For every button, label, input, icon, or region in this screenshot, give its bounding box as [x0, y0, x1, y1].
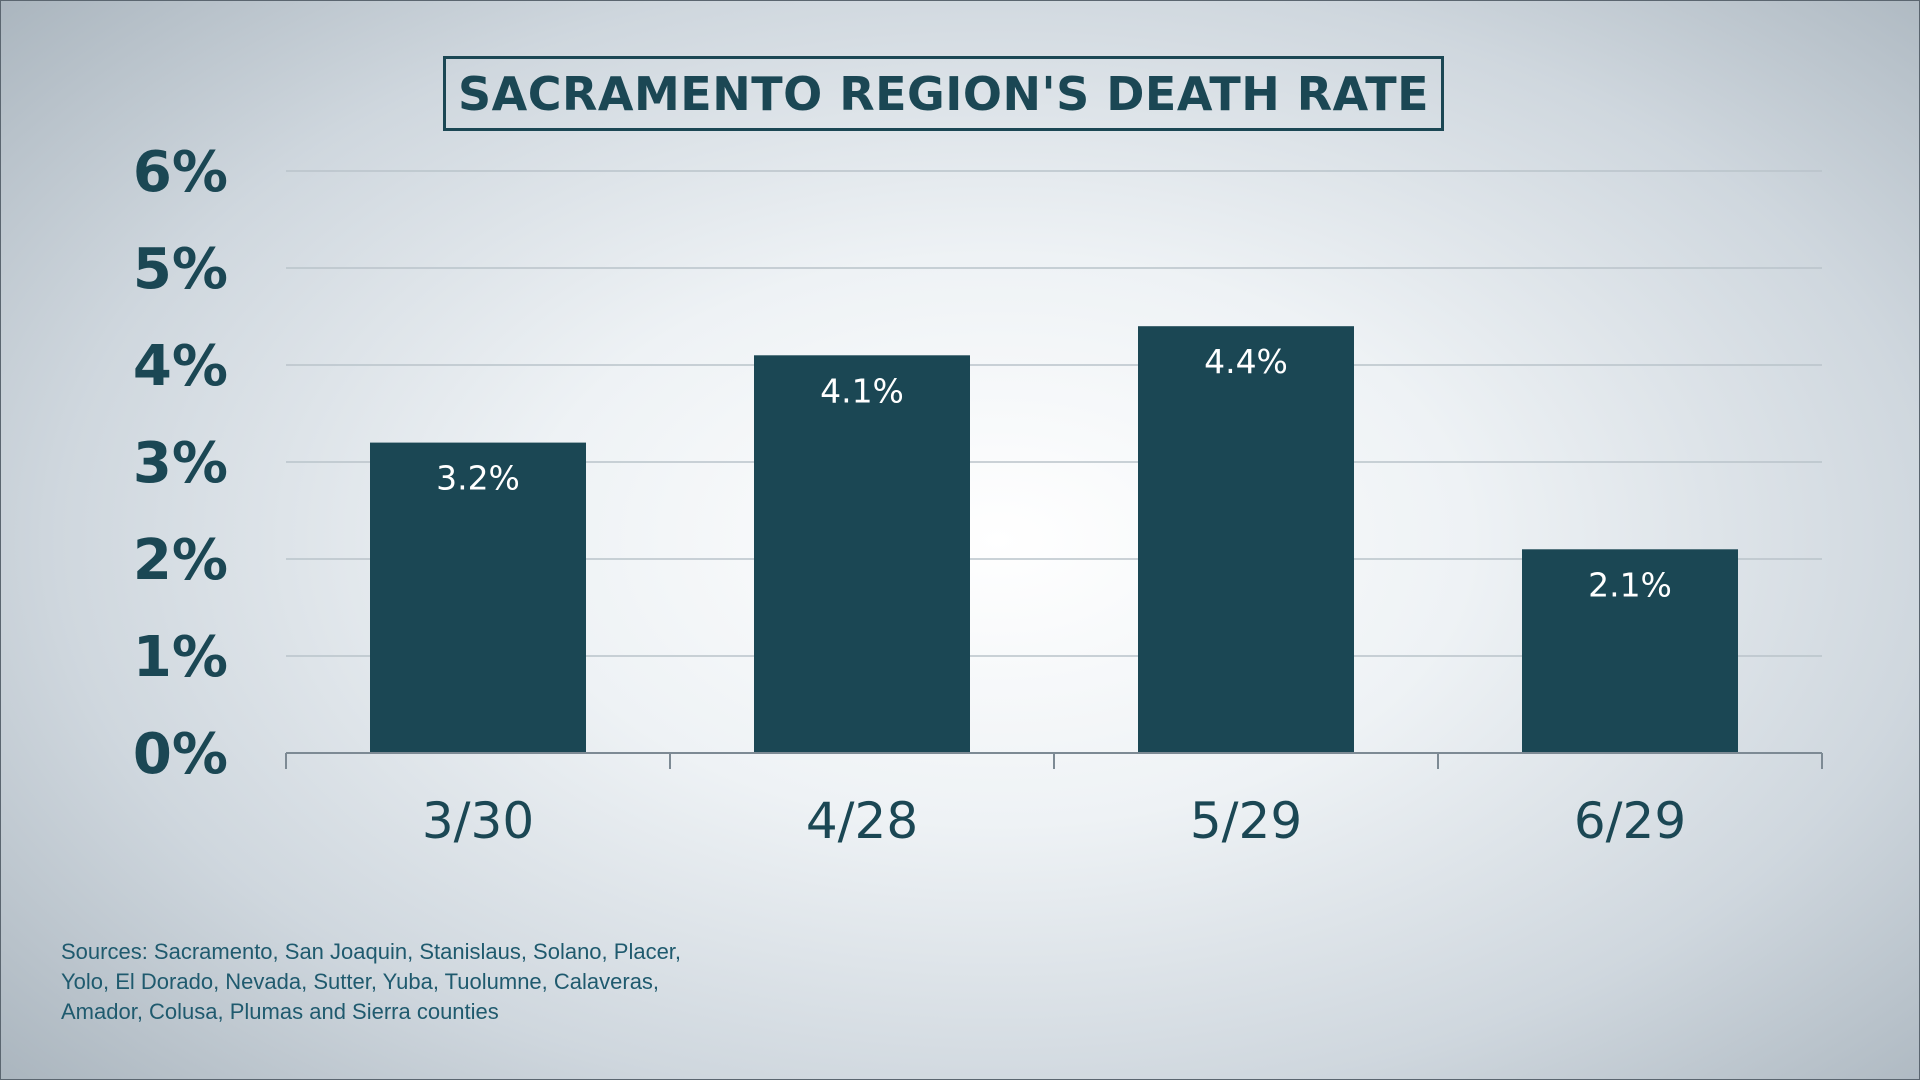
data-labels: 3.2% 4.1% 4.4% 2.1% [436, 342, 1672, 604]
chart-title: SACRAMENTO REGION'S DEATH RATE [457, 66, 1430, 121]
x-tick-label: 4/28 [806, 792, 918, 850]
y-tick-label: 0% [133, 722, 228, 787]
bars [370, 326, 1738, 753]
data-label: 4.4% [1204, 342, 1288, 381]
bar [754, 355, 970, 753]
data-label: 3.2% [436, 459, 520, 498]
y-tick-label: 2% [133, 528, 228, 593]
bar [1522, 549, 1738, 753]
y-axis-ticks: 0% 1% 2% 3% 4% 5% 6% [133, 140, 228, 787]
x-tick-label: 6/29 [1574, 792, 1686, 850]
sources-line: Amador, Colusa, Plumas and Sierra counti… [61, 999, 499, 1024]
y-tick-label: 1% [133, 625, 228, 690]
bar [1138, 326, 1354, 753]
y-tick-label: 5% [133, 237, 228, 302]
x-tick-label: 5/29 [1190, 792, 1302, 850]
x-axis [285, 752, 1823, 769]
data-label: 2.1% [1588, 565, 1672, 604]
bar [370, 442, 586, 753]
x-axis-ticks: 3/30 4/28 5/29 6/29 [422, 792, 1686, 850]
y-tick-label: 6% [133, 140, 228, 205]
y-tick-label: 3% [133, 431, 228, 496]
y-tick-label: 4% [133, 334, 228, 399]
chart-title-box: SACRAMENTO REGION'S DEATH RATE [443, 56, 1444, 131]
data-label: 4.1% [820, 371, 904, 410]
sources-line: Sources: Sacramento, San Joaquin, Stanis… [61, 939, 682, 964]
sources-line: Yolo, El Dorado, Nevada, Sutter, Yuba, T… [61, 969, 660, 994]
x-tick-label: 3/30 [422, 792, 534, 850]
sources-note: Sources: Sacramento, San Joaquin, Stanis… [61, 937, 781, 1027]
